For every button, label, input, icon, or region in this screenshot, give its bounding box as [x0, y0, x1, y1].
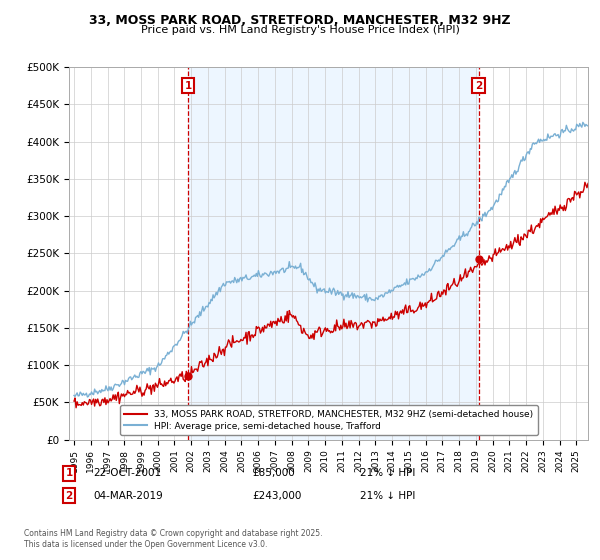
Text: Contains HM Land Registry data © Crown copyright and database right 2025.
This d: Contains HM Land Registry data © Crown c…	[24, 529, 323, 549]
Text: 33, MOSS PARK ROAD, STRETFORD, MANCHESTER, M32 9HZ: 33, MOSS PARK ROAD, STRETFORD, MANCHESTE…	[89, 14, 511, 27]
Bar	[188, 67, 479, 440]
Legend: 33, MOSS PARK ROAD, STRETFORD, MANCHESTER, M32 9HZ (semi-detached house), HPI: A: 33, MOSS PARK ROAD, STRETFORD, MANCHESTE…	[120, 405, 538, 435]
Text: 1: 1	[184, 81, 191, 91]
Text: Price paid vs. HM Land Registry's House Price Index (HPI): Price paid vs. HM Land Registry's House …	[140, 25, 460, 35]
Text: 2: 2	[475, 81, 482, 91]
Text: 21% ↓ HPI: 21% ↓ HPI	[360, 491, 415, 501]
Text: 21% ↓ HPI: 21% ↓ HPI	[360, 468, 415, 478]
Text: £85,000: £85,000	[252, 468, 295, 478]
Text: 2: 2	[65, 491, 73, 501]
Text: £243,000: £243,000	[252, 491, 301, 501]
Text: 04-MAR-2019: 04-MAR-2019	[93, 491, 163, 501]
Text: 1: 1	[65, 468, 73, 478]
Text: 22-OCT-2001: 22-OCT-2001	[93, 468, 161, 478]
